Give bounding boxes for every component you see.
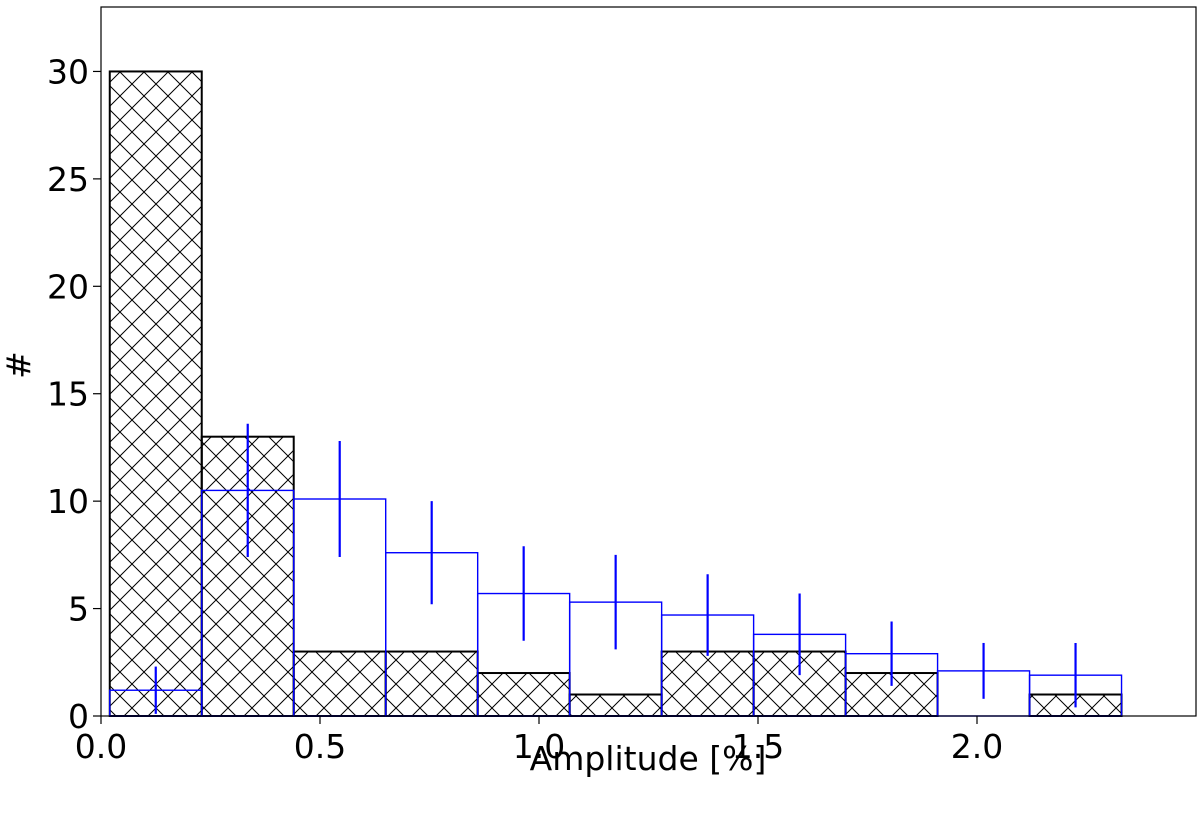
histogram-bar [660, 650, 755, 718]
x-tick-label: 0.0 [75, 727, 127, 766]
y-tick-label: 25 [47, 160, 89, 199]
y-axis-label: # [0, 351, 38, 379]
y-tick-label: 10 [47, 482, 89, 521]
x-tick-label: 1.0 [513, 727, 565, 766]
histogram-bar [384, 650, 479, 718]
x-axis-label: Amplitude [%] [530, 739, 767, 778]
plot-frame [100, 6, 1197, 717]
error-bars [154, 423, 1077, 714]
y-tick-label: 20 [47, 267, 89, 306]
y-tick-label: 5 [68, 590, 89, 629]
histogram-bar [476, 672, 571, 717]
x-tick-label: 0.5 [294, 727, 346, 766]
y-axis-ticks: 0 5 10 15 20 25 30 [47, 52, 101, 736]
x-tick-label: 2.0 [951, 727, 1003, 766]
histogram-bar [108, 70, 203, 718]
y-tick-label: 30 [47, 52, 89, 91]
histogram-bar [292, 650, 387, 718]
y-tick-label: 0 [68, 697, 89, 736]
histogram-bar [568, 693, 663, 717]
y-tick-label: 15 [47, 375, 89, 414]
x-tick-label: 1.5 [732, 727, 784, 766]
x-axis-ticks: 0.0 0.5 1.0 1.5 2.0 [75, 716, 1003, 766]
